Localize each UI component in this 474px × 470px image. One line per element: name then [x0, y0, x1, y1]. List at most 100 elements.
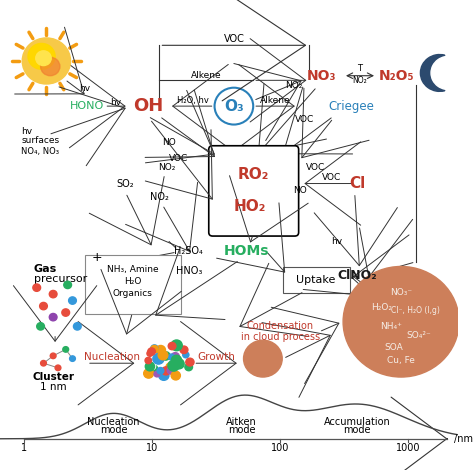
Circle shape	[168, 364, 174, 370]
Text: Alkene: Alkene	[260, 96, 291, 105]
FancyBboxPatch shape	[85, 255, 181, 314]
Circle shape	[215, 88, 253, 125]
Circle shape	[146, 352, 154, 360]
Text: mode: mode	[100, 425, 128, 436]
Text: OH: OH	[133, 97, 163, 115]
Text: Accumulation: Accumulation	[324, 417, 391, 427]
Circle shape	[36, 51, 51, 66]
Text: Aitken: Aitken	[226, 417, 257, 427]
Circle shape	[50, 353, 56, 359]
Circle shape	[151, 345, 158, 352]
Circle shape	[145, 357, 152, 364]
Text: Cl: Cl	[349, 176, 366, 191]
Text: /nm: /nm	[454, 434, 473, 444]
Circle shape	[49, 290, 57, 298]
Text: H₂O₂: H₂O₂	[371, 304, 392, 313]
Wedge shape	[420, 55, 445, 91]
Circle shape	[167, 367, 175, 374]
Text: NH₄⁺: NH₄⁺	[381, 322, 402, 331]
Circle shape	[64, 281, 72, 289]
Circle shape	[28, 43, 55, 69]
Circle shape	[244, 340, 282, 377]
Text: hv: hv	[21, 126, 32, 135]
Text: H₂O: H₂O	[124, 277, 141, 286]
Wedge shape	[431, 56, 453, 90]
Text: mode: mode	[343, 425, 371, 436]
Circle shape	[151, 345, 158, 352]
Text: HONO: HONO	[70, 101, 104, 111]
Text: Cl⁻, H₂O (l,g): Cl⁻, H₂O (l,g)	[391, 306, 440, 315]
Circle shape	[158, 351, 168, 360]
Text: SO₄²⁻: SO₄²⁻	[406, 331, 431, 340]
Text: Alkene: Alkene	[191, 71, 221, 80]
Text: 100: 100	[271, 443, 289, 453]
Circle shape	[186, 358, 194, 366]
Text: NO: NO	[162, 138, 176, 147]
Circle shape	[156, 345, 165, 355]
Text: in cloud process: in cloud process	[241, 332, 320, 343]
Circle shape	[41, 360, 46, 366]
Circle shape	[154, 371, 160, 377]
Text: NO₂: NO₂	[150, 192, 169, 203]
Text: NO₄, NO₃: NO₄, NO₃	[21, 147, 59, 156]
Text: NO₃⁻: NO₃⁻	[390, 288, 412, 297]
Text: RO₂: RO₂	[237, 167, 269, 182]
Text: Criegee: Criegee	[328, 100, 374, 113]
Text: HOMs: HOMs	[224, 244, 269, 258]
Text: N₂O₅: N₂O₅	[378, 69, 414, 83]
FancyBboxPatch shape	[209, 146, 299, 236]
Circle shape	[151, 365, 157, 371]
Circle shape	[171, 352, 179, 360]
Text: VOC: VOC	[295, 115, 314, 124]
Text: surfaces: surfaces	[21, 136, 59, 145]
Text: H₂SO₄: H₂SO₄	[174, 246, 203, 256]
Text: hv: hv	[331, 237, 342, 246]
Text: Condensation: Condensation	[246, 321, 314, 331]
Circle shape	[153, 353, 164, 364]
Text: SO₂: SO₂	[117, 179, 135, 188]
Text: Cluster: Cluster	[32, 372, 74, 382]
Text: VOC: VOC	[322, 172, 341, 181]
Circle shape	[147, 351, 153, 356]
Text: NO₂: NO₂	[352, 76, 367, 85]
Circle shape	[41, 57, 60, 76]
Circle shape	[63, 347, 69, 352]
Text: 1 nm: 1 nm	[40, 382, 66, 392]
Circle shape	[183, 352, 189, 358]
Circle shape	[162, 367, 170, 375]
Circle shape	[180, 346, 188, 353]
Text: NO₃: NO₃	[307, 69, 337, 83]
Circle shape	[148, 348, 155, 355]
Text: 1000: 1000	[396, 443, 420, 453]
Text: Uptake: Uptake	[296, 275, 336, 285]
Circle shape	[33, 284, 41, 291]
Circle shape	[40, 302, 47, 310]
Text: NO: NO	[293, 187, 307, 196]
Circle shape	[22, 38, 71, 84]
Circle shape	[172, 355, 182, 365]
Text: Cu, Fe: Cu, Fe	[387, 356, 415, 365]
Text: NO₂: NO₂	[285, 81, 302, 90]
Circle shape	[172, 357, 179, 364]
Text: 10: 10	[146, 443, 158, 453]
Text: precursor: precursor	[34, 274, 87, 284]
Circle shape	[149, 364, 155, 369]
Text: 1: 1	[21, 443, 27, 453]
Text: H₂O, hv: H₂O, hv	[177, 96, 209, 105]
Text: VOC: VOC	[224, 34, 245, 44]
Circle shape	[49, 313, 57, 321]
Text: NO₂: NO₂	[158, 164, 176, 172]
Circle shape	[343, 266, 459, 377]
Circle shape	[144, 369, 154, 378]
Text: Nucleation: Nucleation	[87, 417, 140, 427]
Text: HO₂: HO₂	[233, 199, 265, 214]
Text: HNO₃: HNO₃	[176, 266, 202, 276]
Circle shape	[171, 371, 181, 380]
Circle shape	[168, 360, 179, 371]
Text: VOC: VOC	[306, 164, 326, 172]
Text: Gas: Gas	[34, 264, 57, 274]
Text: VOC: VOC	[169, 154, 189, 163]
Circle shape	[55, 365, 61, 371]
Circle shape	[170, 363, 177, 370]
Circle shape	[171, 340, 182, 351]
